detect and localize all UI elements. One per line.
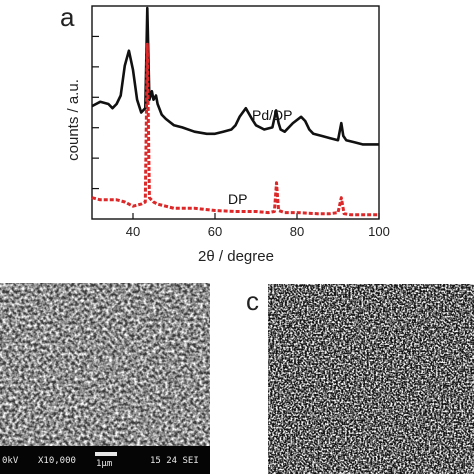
series-line-dp: [91, 42, 379, 217]
y-axis-title: counts / a.u.: [65, 79, 82, 161]
x-axis-title: 2θ / degree: [198, 248, 274, 265]
sem-magnification: X10,000: [38, 456, 76, 466]
series-label-pd-dp: Pd/DP: [252, 107, 292, 123]
series-line-pd-dp: [91, 6, 379, 146]
panel-c-letter: c: [246, 286, 259, 316]
panel-b-sem-image: 0kV X10,000 1μm 15 24 SEI: [0, 283, 210, 474]
sem-scale-label: 1μm: [96, 459, 112, 469]
plot-frame: [91, 5, 380, 220]
x-tick-label: 60: [208, 224, 222, 239]
sem-scale-bar: [95, 452, 117, 456]
series-layer: [91, 6, 379, 217]
panel-c: c: [246, 284, 474, 474]
x-tick-label: 40: [126, 224, 140, 239]
series-label-dp: DP: [228, 191, 247, 207]
sem-voltage: 0kV: [2, 456, 19, 466]
panel-a: a 40 60 80 100 Pd/DP DP 2θ / degree counts …: [60, 2, 390, 265]
y-axis-ticks: [92, 35, 99, 190]
map-dot-texture: [268, 284, 474, 474]
x-axis-ticks: 40 60 80 100: [126, 213, 390, 239]
sem-grain-texture: [0, 283, 210, 474]
sem-working-distance: 15 24 SEI: [150, 456, 199, 466]
sem-databar: [0, 446, 210, 474]
panel-a-letter: a: [60, 2, 75, 32]
x-tick-label: 80: [290, 224, 304, 239]
x-tick-label: 100: [368, 224, 390, 239]
